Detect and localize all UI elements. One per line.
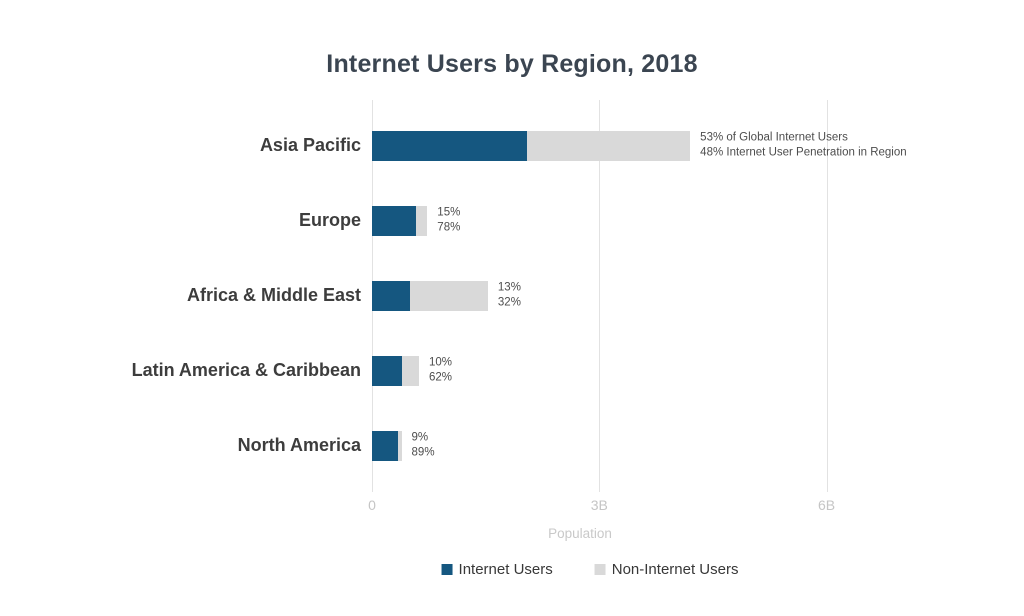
bar-segment-internet-users bbox=[372, 280, 410, 311]
annotation-line: 9% bbox=[411, 430, 429, 443]
category-label: North America bbox=[237, 435, 361, 455]
category-label: Europe bbox=[298, 210, 361, 230]
category-label: Africa & Middle East bbox=[186, 285, 361, 305]
annotation-line: 78% bbox=[437, 221, 461, 234]
bar-track: 10% 62% bbox=[372, 355, 1024, 386]
legend-swatch bbox=[594, 564, 606, 575]
x-tick-label: 3B bbox=[590, 497, 608, 513]
bar-segment-non-internet-users bbox=[409, 280, 488, 311]
bar-segment-non-internet-users bbox=[415, 205, 428, 236]
bar-segment-internet-users bbox=[372, 205, 416, 236]
bar-rows: Asia Pacific 53% of Global Internet Users… bbox=[0, 108, 1024, 483]
category-label: Latin America & Caribbean bbox=[131, 360, 361, 380]
bar-segment-internet-users bbox=[372, 355, 403, 386]
chart-title: Internet Users by Region, 2018 bbox=[326, 50, 698, 78]
legend-item: Internet Users bbox=[441, 561, 553, 578]
bar-annotation: 10% 62% bbox=[429, 355, 452, 386]
bar-segment-non-internet-users bbox=[397, 430, 402, 461]
chart-row: Asia Pacific 53% of Global Internet Users… bbox=[0, 108, 1024, 183]
annotation-line: 32% bbox=[497, 296, 521, 309]
legend-label: Internet Users bbox=[458, 561, 553, 578]
x-axis-title: Population bbox=[548, 526, 612, 541]
annotation-line: 53% of Global Internet Users bbox=[700, 130, 848, 143]
x-tick-label: 6B bbox=[817, 497, 836, 513]
annotation-line: 10% bbox=[428, 355, 452, 368]
bar-track: 13% 32% bbox=[372, 280, 1024, 311]
gridline bbox=[826, 100, 828, 492]
chart-row: Europe 15% 78% bbox=[0, 183, 1024, 258]
annotation-line: 62% bbox=[428, 371, 452, 384]
bar-segment-internet-users bbox=[372, 430, 398, 461]
bar-segment-internet-users bbox=[372, 130, 528, 161]
bar-track: 9% 89% bbox=[372, 430, 1024, 461]
category-label: Asia Pacific bbox=[259, 135, 361, 155]
legend-label: Non-Internet Users bbox=[611, 561, 739, 578]
bar-track: 53% of Global Internet Users 48% Internet… bbox=[372, 130, 1024, 161]
chart-row: Africa & Middle East 13% 32% bbox=[0, 258, 1024, 333]
bar-segment-non-internet-users bbox=[527, 130, 691, 161]
legend-swatch bbox=[441, 564, 453, 575]
bar-annotation: 13% 32% bbox=[498, 280, 521, 311]
chart-row: North America 9% 89% bbox=[0, 408, 1024, 483]
annotation-line: 13% bbox=[497, 280, 521, 293]
bar-track: 15% 78% bbox=[372, 205, 1024, 236]
x-tick-label: 0 bbox=[368, 497, 376, 513]
bar-annotation: 9% 89% bbox=[412, 430, 435, 461]
bar-annotation: 53% of Global Internet Users 48% Internet… bbox=[700, 130, 906, 161]
gridline bbox=[599, 100, 601, 492]
annotation-line: 48% Internet User Penetration in Region bbox=[700, 146, 907, 159]
annotation-line: 15% bbox=[437, 205, 461, 218]
bar-segment-non-internet-users bbox=[402, 355, 419, 386]
chart-row: Latin America & Caribbean 10% 62% bbox=[0, 333, 1024, 408]
legend-item: Non-Internet Users bbox=[594, 561, 739, 578]
annotation-line: 89% bbox=[411, 446, 435, 459]
legend: Internet Users Non-Internet Users bbox=[441, 561, 739, 578]
bar-annotation: 15% 78% bbox=[437, 205, 460, 236]
